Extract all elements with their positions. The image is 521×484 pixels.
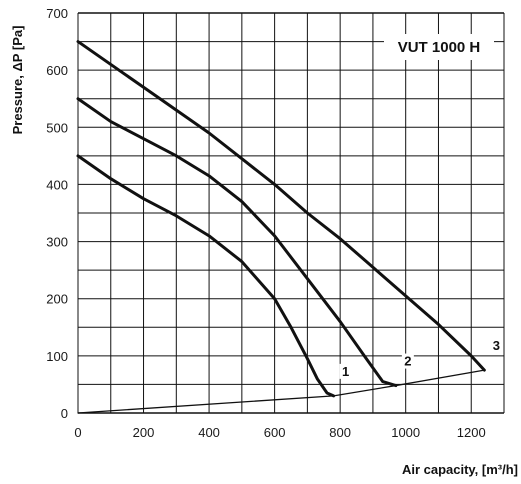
y-tick-label: 0 [61, 406, 68, 421]
fan-curve-1 [76, 154, 336, 398]
curve-label-bg [339, 363, 352, 379]
y-tick-labels: 0 100 200 300 400 500 600 700 [46, 6, 68, 421]
y-tick-label: 700 [46, 6, 68, 21]
curve-label: 3 [493, 338, 500, 353]
y-axis-title: Pressure, ΔP [Pa] [10, 26, 25, 135]
curve-label: 1 [342, 364, 349, 379]
x-tick-label: 600 [264, 425, 286, 440]
chart-title: VUT 1000 H [398, 39, 481, 56]
x-tick-label: 200 [133, 425, 155, 440]
fan-curve-3 [76, 40, 486, 372]
curve-labels: 1 2 3 [339, 338, 503, 379]
x-axis-title: Air capacity, [m³/h] [402, 462, 518, 477]
x-tick-label: 0 [74, 425, 81, 440]
y-tick-label: 400 [46, 177, 68, 192]
x-tick-label: 1200 [457, 425, 486, 440]
x-tick-label: 800 [329, 425, 351, 440]
y-tick-label: 600 [46, 63, 68, 78]
curve-label: 2 [404, 354, 411, 369]
curve-label-bg [490, 338, 503, 354]
y-tick-label: 100 [46, 349, 68, 364]
curve-label-bg [401, 353, 414, 369]
y-tick-label: 300 [46, 235, 68, 250]
grid [77, 12, 505, 414]
x-tick-label: 400 [198, 425, 220, 440]
fan-curve-2 [76, 97, 398, 388]
curves [76, 40, 486, 414]
model-label-bg [384, 34, 494, 60]
system-curve [77, 369, 485, 414]
y-tick-label: 500 [46, 120, 68, 135]
y-tick-label: 200 [46, 292, 68, 307]
x-tick-label: 1000 [391, 425, 420, 440]
x-tick-labels: 0 200 400 600 800 1000 1200 [74, 425, 485, 440]
